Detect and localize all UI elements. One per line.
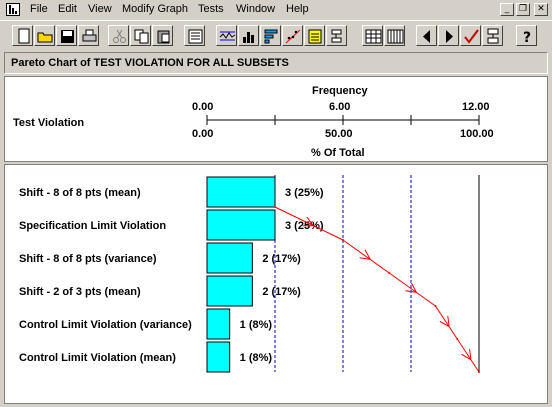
bar (206, 308, 231, 340)
cumulative-point (342, 239, 344, 241)
pareto-chart: Shift - 8 of 8 pts (mean) 3 (25%) Specific… (19, 175, 480, 373)
percent-axis-label: % Of Total (311, 147, 365, 159)
print-icon (82, 29, 97, 42)
category-label: Shift - 2 of 3 pts (mean) (19, 286, 141, 298)
menu-view[interactable]: View (88, 3, 112, 15)
data-label: 1 (8%) (240, 352, 273, 364)
cut-icon (113, 29, 126, 43)
checkmark-button[interactable] (460, 25, 481, 46)
control-chart-button[interactable] (216, 25, 237, 46)
cumulative-point (478, 371, 480, 373)
data-label: 3 (25%) (285, 187, 324, 199)
data-label: 1 (8%) (240, 319, 273, 331)
paste-icon (157, 30, 170, 44)
frequency-tick-label: 0.00 (192, 101, 214, 113)
runs-button[interactable] (326, 25, 347, 46)
category-label: Shift - 8 of 8 pts (variance) (19, 253, 157, 265)
checkmark-icon (464, 29, 479, 44)
help-question-button[interactable]: ? (516, 25, 537, 46)
category-label: Shift - 8 of 8 pts (mean) (19, 187, 141, 199)
percent-tick-label: 100.00 (460, 128, 494, 140)
bar (206, 176, 276, 208)
bar (206, 275, 253, 307)
copy-icon (134, 29, 149, 44)
frequency-tick-label: 12.00 (462, 101, 490, 113)
runs-icon (331, 29, 342, 43)
menu-edit[interactable]: Edit (58, 3, 77, 15)
percent-tick-label: 50.00 (325, 128, 353, 140)
axis-header-panel: Test Violation Frequency % Of Total 0.00… (4, 76, 548, 162)
arrow-left-button[interactable] (416, 25, 437, 46)
menu-file[interactable]: File (30, 3, 48, 15)
control-chart-icon (219, 31, 236, 41)
paste-button[interactable] (152, 25, 173, 46)
category-label: Control Limit Violation (variance) (19, 319, 192, 331)
chart-title: Pareto Chart of TEST VIOLATION FOR ALL S… (11, 57, 289, 69)
spreadsheet-icon (365, 29, 382, 44)
arrow-left-icon (423, 30, 430, 43)
toolbar: ? (0, 20, 552, 51)
close-button[interactable]: ✕ (534, 3, 548, 16)
data-label: 2 (17%) (262, 286, 301, 298)
print-button[interactable] (78, 25, 99, 46)
copy-button[interactable] (130, 25, 151, 46)
data-table-button[interactable] (384, 25, 405, 46)
percent-tick-label: 0.00 (192, 128, 214, 140)
report-button[interactable] (184, 25, 205, 46)
data-table-icon (387, 29, 404, 44)
new-file-icon (18, 28, 30, 44)
spreadsheet-button[interactable] (362, 25, 383, 46)
category-label: Control Limit Violation (mean) (19, 352, 176, 364)
scatter-button[interactable] (282, 25, 303, 46)
open-folder-icon (37, 32, 53, 43)
cumulative-point (274, 206, 276, 208)
save-disk-icon (61, 30, 74, 43)
cut-button[interactable] (108, 25, 129, 46)
axis-scale (206, 115, 480, 125)
flowchart-button[interactable] (482, 25, 503, 46)
frequency-tick-label: 6.00 (329, 101, 351, 113)
menu-bar: File Edit View Modify Graph Tests Window Help … (0, 0, 552, 20)
menu-tests[interactable]: Tests (198, 3, 224, 15)
svg-text:?: ? (523, 30, 531, 45)
bar (206, 209, 276, 241)
app-icon[interactable] (6, 3, 20, 16)
save-disk-button[interactable] (56, 25, 77, 46)
cumulative-point (434, 305, 437, 307)
scatter-icon (285, 29, 301, 44)
menu-modify-graph[interactable]: Modify Graph (122, 3, 189, 15)
help-question-icon: ? (523, 30, 531, 45)
histogram-icon (243, 32, 254, 43)
cumulative-point (456, 338, 459, 340)
arrow-right-icon (446, 30, 453, 43)
new-file-button[interactable] (12, 25, 33, 46)
frequency-axis-label: Frequency (312, 85, 368, 97)
minimize-button[interactable]: _ (500, 3, 514, 16)
capability-icon (308, 29, 322, 44)
category-axis-label: Test Violation (13, 117, 85, 129)
restore-button[interactable]: ❐ (516, 3, 530, 16)
histogram-button[interactable] (238, 25, 259, 46)
cumulative-point (388, 272, 391, 274)
chart-title-bar: Pareto Chart of TEST VIOLATION FOR ALL S… (4, 52, 548, 74)
pareto-icon (264, 29, 278, 44)
pareto-button[interactable] (260, 25, 281, 46)
report-icon (188, 29, 203, 44)
bar (206, 242, 253, 274)
capability-button[interactable] (304, 25, 325, 46)
open-folder-button[interactable] (34, 25, 55, 46)
menu-help[interactable]: Help (286, 3, 309, 15)
pareto-chart-body[interactable]: Shift - 8 of 8 pts (mean) 3 (25%) Specific… (4, 164, 548, 404)
arrow-right-button[interactable] (438, 25, 459, 46)
data-label: 2 (17%) (262, 253, 301, 265)
bar (206, 341, 231, 373)
category-label: Specification Limit Violation (19, 220, 166, 232)
menu-window[interactable]: Window (236, 3, 276, 15)
flowchart-icon (487, 28, 499, 44)
